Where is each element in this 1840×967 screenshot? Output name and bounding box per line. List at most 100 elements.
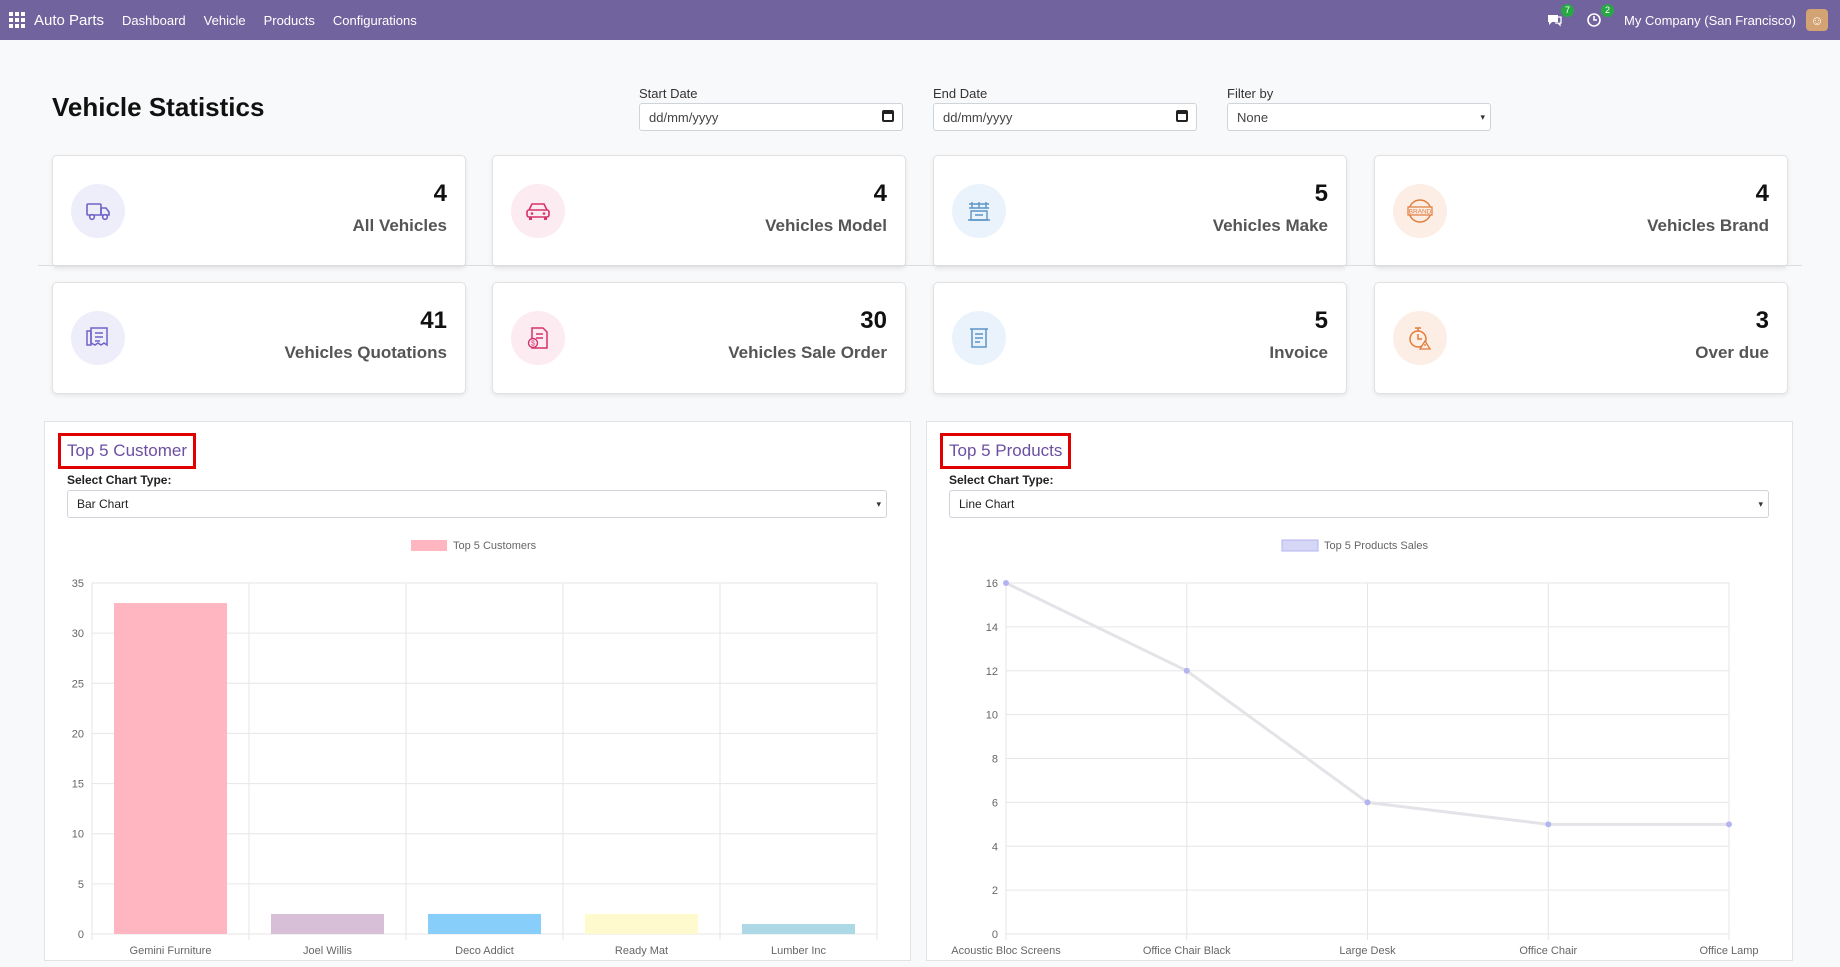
y-tick-label: 30: [72, 628, 84, 640]
messages-button[interactable]: 7: [1544, 4, 1575, 30]
card-label: Invoice: [1269, 343, 1328, 362]
user-avatar[interactable]: ☺: [1806, 9, 1828, 31]
svg-text:BRAND: BRAND: [1409, 209, 1432, 216]
filter-value: None: [1237, 110, 1269, 125]
card-value: 5: [1314, 307, 1328, 334]
invoice-icon: [952, 311, 1006, 365]
legend-label: Top 5 Products Sales: [1324, 540, 1428, 552]
card-label: Vehicles Model: [765, 216, 887, 235]
legend-swatch: [1281, 539, 1319, 552]
card-value: 5: [1314, 180, 1328, 207]
x-tick-label: Office Chair: [1519, 945, 1577, 957]
x-tick-label: Acoustic Bloc Screens: [951, 945, 1061, 957]
x-tick-label: Lumber Inc: [771, 945, 827, 957]
y-tick-label: 8: [992, 754, 998, 766]
activities-badge: 2: [1601, 4, 1615, 17]
card-value: 4: [873, 180, 887, 207]
card-vehicles-brand[interactable]: BRAND 4 Vehicles Brand: [1374, 155, 1788, 267]
start-date-placeholder: dd/mm/yyyy: [649, 110, 719, 125]
legend-label: Top 5 Customers: [453, 540, 537, 552]
x-tick-label: Joel Willis: [303, 945, 352, 957]
card-label: Vehicles Sale Order: [728, 343, 887, 362]
data-point: [1726, 821, 1732, 828]
page-title: Vehicle Statistics: [52, 92, 265, 122]
clock-icon: [1587, 13, 1601, 27]
start-date-input[interactable]: dd/mm/yyyy: [639, 103, 903, 131]
apps-menu-icon[interactable]: [9, 12, 25, 28]
card-vehicles-quotations[interactable]: 41 Vehicles Quotations: [52, 282, 466, 394]
card-vehicles-sale-order[interactable]: $ 30 Vehicles Sale Order: [492, 282, 906, 394]
y-tick-label: 10: [72, 829, 84, 841]
chart-type-select[interactable]: Bar Chart ▾: [67, 490, 887, 518]
y-tick-label: 14: [986, 622, 998, 634]
brand-badge-icon: BRAND: [1393, 184, 1447, 238]
card-over-due[interactable]: 3 Over due: [1374, 282, 1788, 394]
start-date-label: Start Date: [639, 86, 698, 101]
products-line-chart: Top 5 Products Sales 0 2 4 6 8 10 12 14 16 Acousti…: [951, 539, 1759, 957]
calendar-icon[interactable]: [882, 110, 894, 122]
card-vehicles-model[interactable]: 4 Vehicles Model: [492, 155, 906, 267]
y-tick-label: 16: [986, 578, 998, 590]
sale-order-icon: $: [511, 311, 565, 365]
nav-vehicle[interactable]: Vehicle: [203, 12, 246, 28]
card-label: Vehicles Brand: [1647, 216, 1769, 235]
y-tick-label: 20: [72, 728, 84, 740]
x-tick-label: Ready Mat: [615, 945, 668, 957]
filter-select[interactable]: None ▾: [1227, 103, 1491, 131]
card-vehicles-make[interactable]: 5 Vehicles Make: [933, 155, 1347, 267]
card-invoice[interactable]: 5 Invoice: [933, 282, 1347, 394]
end-date-placeholder: dd/mm/yyyy: [943, 110, 1013, 125]
chart-type-value: Bar Chart: [77, 497, 129, 511]
bar: [427, 913, 542, 934]
y-tick-label: 6: [992, 797, 998, 809]
customer-bar-chart: Top 5 Customers 0 5 10 15 20 25 30 35 Gemini Furn…: [72, 540, 878, 957]
data-point: [1183, 667, 1190, 674]
card-all-vehicles[interactable]: 4 All Vehicles: [52, 155, 466, 267]
activities-button[interactable]: 2: [1584, 4, 1615, 30]
nav-dashboard[interactable]: Dashboard: [122, 12, 186, 28]
card-value: 41: [420, 307, 447, 334]
x-tick-label: Large Desk: [1339, 945, 1396, 957]
company-switcher[interactable]: My Company (San Francisco): [1624, 12, 1796, 28]
top-navbar: Auto Parts Dashboard Vehicle Products Co…: [0, 0, 1840, 40]
chat-icon: [1548, 15, 1562, 27]
bar: [113, 603, 228, 934]
end-date-label: End Date: [933, 86, 988, 101]
app-brand[interactable]: Auto Parts: [34, 11, 105, 29]
nav-products[interactable]: Products: [263, 12, 315, 28]
card-value: 30: [860, 307, 887, 334]
caret-down-icon: ▾: [1758, 499, 1763, 509]
x-tick-label: Office Chair Black: [1143, 945, 1231, 957]
card-label: Vehicles Make: [1212, 216, 1328, 235]
panel-title: Top 5 Customer: [58, 433, 196, 469]
x-tick-label: Gemini Furniture: [130, 945, 212, 957]
messages-badge: 7: [1561, 4, 1575, 17]
data-point: [1003, 580, 1009, 586]
factory-icon: [952, 184, 1006, 238]
y-tick-label: 12: [986, 666, 998, 678]
card-value: 4: [1755, 180, 1769, 207]
nav-configurations[interactable]: Configurations: [332, 12, 417, 28]
bar: [741, 923, 856, 934]
calendar-icon[interactable]: [1176, 110, 1188, 122]
top-products-panel: Top 5 Products Select Chart Type: Line C…: [926, 421, 1793, 961]
legend-swatch: [411, 540, 447, 551]
card-value: 3: [1755, 307, 1769, 334]
end-date-input[interactable]: dd/mm/yyyy: [933, 103, 1197, 131]
y-tick-label: 5: [78, 879, 84, 891]
chart-type-label: Select Chart Type:: [949, 473, 1054, 487]
overdue-timer-icon: [1393, 311, 1447, 365]
card-value: 4: [433, 180, 447, 207]
truck-icon: [71, 184, 125, 238]
chart-type-value: Line Chart: [959, 497, 1015, 511]
y-tick-label: 10: [986, 710, 998, 722]
top-customer-panel: Top 5 Customer Select Chart Type: Bar Ch…: [44, 421, 911, 961]
x-tick-label: Deco Addict: [455, 945, 514, 957]
y-tick-label: 4: [992, 841, 998, 853]
data-point: [1545, 821, 1552, 828]
chart-type-label: Select Chart Type:: [67, 473, 172, 487]
car-icon: [511, 184, 565, 238]
filter-label: Filter by: [1227, 86, 1274, 101]
card-label: All Vehicles: [352, 216, 448, 235]
chart-type-select[interactable]: Line Chart ▾: [949, 490, 1769, 518]
